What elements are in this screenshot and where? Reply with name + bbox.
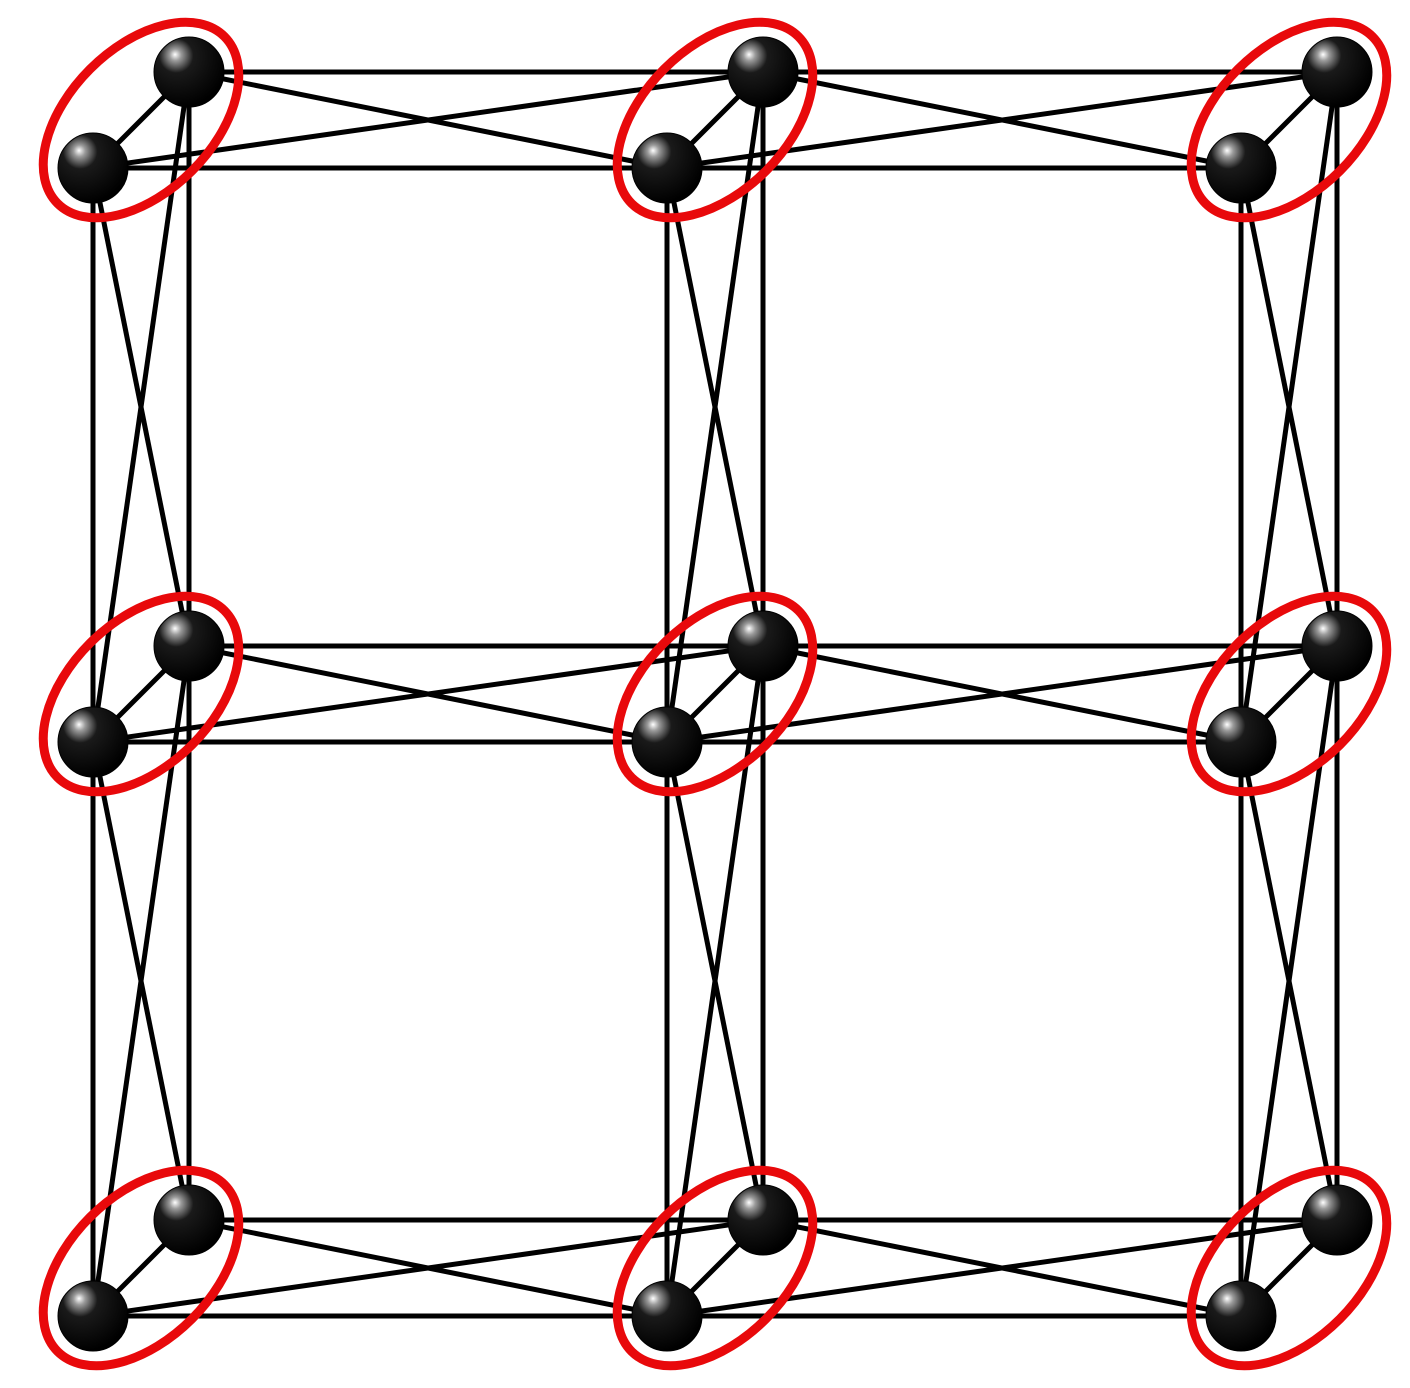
node-r1c1-lower — [631, 706, 703, 778]
h-r0c1-edge-1-0 — [762, 69, 1242, 171]
node-r2c2-lower — [1205, 1280, 1277, 1352]
node-r2c1-upper — [727, 1184, 799, 1256]
site-ring-r1c1 — [612, 591, 818, 797]
node-r2c0-upper — [153, 1184, 225, 1256]
node-r1c2-lower — [1205, 706, 1277, 778]
node-r1c2-upper — [1301, 610, 1373, 682]
h-r0c0-edge-1-0 — [188, 69, 668, 171]
node-r0c0-upper — [153, 36, 225, 108]
node-r1c0-lower — [57, 706, 129, 778]
node-r2c2-upper — [1301, 1184, 1373, 1256]
site-ring-r2c2 — [1186, 1165, 1392, 1371]
site-ring-r2c0 — [38, 1165, 244, 1371]
site-ring-r1c0 — [38, 591, 244, 797]
nodes-layer — [57, 36, 1373, 1352]
h-r2c1-edge-1-0 — [762, 1217, 1242, 1319]
h-r2c0-edge-1-0 — [188, 1217, 668, 1319]
node-r0c1-lower — [631, 132, 703, 204]
node-r0c2-lower — [1205, 132, 1277, 204]
site-rings-layer — [38, 17, 1392, 1371]
site-ring-r0c0 — [38, 17, 244, 223]
node-r2c1-lower — [631, 1280, 703, 1352]
node-r0c0-lower — [57, 132, 129, 204]
node-r0c2-upper — [1301, 36, 1373, 108]
node-r0c1-upper — [727, 36, 799, 108]
node-r1c1-upper — [727, 610, 799, 682]
h-r1c1-edge-1-0 — [762, 643, 1242, 745]
site-ring-r1c2 — [1186, 591, 1392, 797]
site-ring-r2c1 — [612, 1165, 818, 1371]
node-r2c0-lower — [57, 1280, 129, 1352]
h-r1c0-edge-1-0 — [188, 643, 668, 745]
intra-site-bonds-layer — [91, 70, 1339, 1318]
node-r1c0-upper — [153, 610, 225, 682]
site-ring-r0c1 — [612, 17, 818, 223]
site-ring-r0c2 — [1186, 17, 1392, 223]
